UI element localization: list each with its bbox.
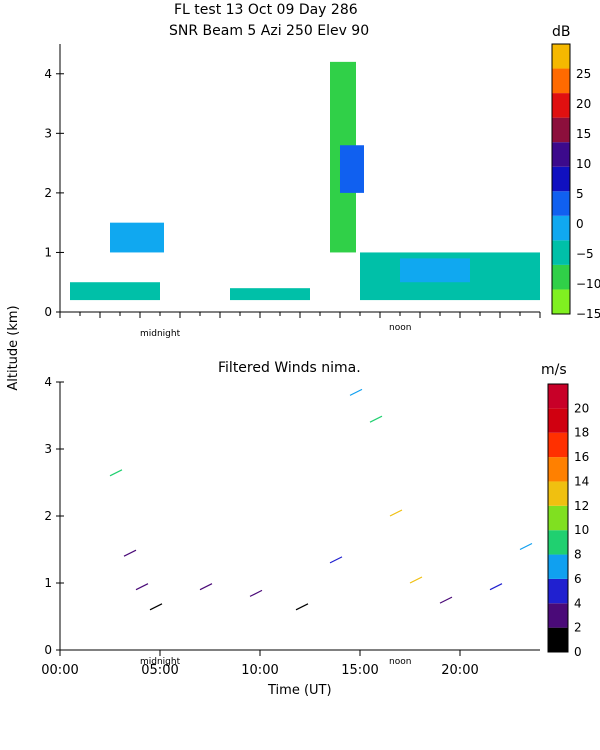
bottom-colorbar-tick-label: 10 [574,523,589,537]
bottom-colorbar-segment [548,554,568,579]
bottom-chart-title: Filtered Winds nima. [218,360,361,376]
top-y-tick-label: 4 [44,67,52,81]
top-y-tick-label: 3 [44,126,52,140]
bottom-colorbar-tick-label: 18 [574,426,589,440]
bottom-colorbar-segment [548,432,568,458]
top-colorbar-segment [552,93,570,118]
bottom-colorbar-tick-label: 0 [574,645,582,659]
top-colorbar-segment [552,44,570,69]
bottom-colorbar-segment [548,627,568,652]
top-colorbar-tick-label: 5 [576,187,584,201]
top-colorbar-frame [551,43,571,315]
wind-barb-9 [369,415,383,423]
figure-title-line1: FL test 13 Oct 09 Day 286 [174,2,358,18]
bottom-y-tick-label: 4 [44,375,52,389]
wind-barb-11 [409,576,423,584]
x-axis-label: Time (UT) [268,683,332,698]
top-y-tick-label: 2 [44,186,52,200]
top-y-tick-label: 0 [44,305,52,319]
wind-barb-6 [295,603,309,611]
bottom-y-tick-label: 0 [44,643,52,657]
midnight-marker-top: midnight [140,329,181,339]
wind-barb-12 [439,596,453,604]
top-colorbar-segment [552,117,570,143]
bottom-colorbar-tick-label: 8 [574,548,582,562]
noon-marker-bottom: noon [389,657,412,667]
bottom-colorbar-segment [548,530,568,555]
bottom-colorbar-segment [548,603,568,628]
bottom-colorbar-frame [547,383,569,653]
bottom-colorbar-segment [548,578,568,604]
top-colorbar-tick-label: −10 [576,277,600,291]
top-colorbar-tick-label: −15 [576,307,600,321]
wind-barb-7 [329,556,343,564]
wind-barb-4 [199,583,213,591]
top-colorbar-tick-label: 20 [576,97,591,111]
wind-barb-5 [249,589,263,597]
bottom-colorbar-segment [548,384,568,409]
top-colorbar-segment [552,289,570,314]
top-colorbar-tick-label: 10 [576,157,591,171]
snr-region-0 [70,282,160,301]
top-colorbar-segment [552,215,570,241]
figure-title-line2: SNR Beam 5 Azi 250 Elev 90 [169,23,370,39]
noon-marker-top: noon [389,323,412,333]
bottom-x-tick-label: 20:00 [441,663,478,678]
midnight-marker-bottom: midnight [140,657,181,667]
bottom-x-tick-label: 00:00 [41,663,78,678]
top-colorbar-segment [552,142,570,167]
wind-barb-1 [123,549,137,557]
top-colorbar-unit: dB [552,24,571,40]
bottom-x-tick-label: 15:00 [341,663,378,678]
bottom-colorbar-tick-label: 14 [574,474,589,488]
bottom-colorbar-tick-label: 20 [574,401,589,415]
top-colorbar-segment [552,166,570,192]
bottom-colorbar-tick-label: 12 [574,499,589,513]
wind-barb-2 [135,583,149,591]
bottom-colorbar-tick-label: 16 [574,450,589,464]
wind-barb-0 [109,469,123,477]
bottom-colorbar-segment [548,505,568,531]
bottom-y-tick-label: 2 [44,509,52,523]
snr-region-2 [230,288,310,301]
bottom-colorbar-segment [548,481,568,506]
bottom-colorbar-segment [548,457,568,482]
bottom-y-tick-label: 3 [44,442,52,456]
bottom-y-tick-label: 1 [44,576,52,590]
bottom-colorbar-unit: m/s [541,362,567,378]
top-colorbar-tick-label: −5 [576,247,594,261]
top-colorbar-segment [552,240,570,265]
top-colorbar-segment [552,264,570,290]
snr-region-6 [400,258,470,283]
snr-region-1 [110,222,164,253]
bottom-colorbar-segment [548,408,568,433]
top-colorbar-tick-label: 0 [576,217,584,231]
top-colorbar-segment [552,68,570,94]
top-colorbar-tick-label: 25 [576,67,591,81]
wind-barb-13 [489,583,503,591]
top-colorbar-segment [552,191,570,216]
wind-barb-10 [389,509,403,517]
bottom-colorbar-tick-label: 6 [574,572,582,586]
bottom-x-tick-label: 05:00 [141,663,178,678]
wind-barb-3 [149,603,163,611]
snr-region-4 [340,145,364,193]
wind-barb-8 [349,388,363,396]
top-y-tick-label: 1 [44,245,52,259]
bottom-colorbar-tick-label: 2 [574,621,582,635]
top-colorbar-tick-label: 15 [576,127,591,141]
bottom-colorbar-tick-label: 4 [574,596,582,610]
bottom-x-tick-label: 10:00 [241,663,278,678]
wind-barb-14 [519,542,533,551]
